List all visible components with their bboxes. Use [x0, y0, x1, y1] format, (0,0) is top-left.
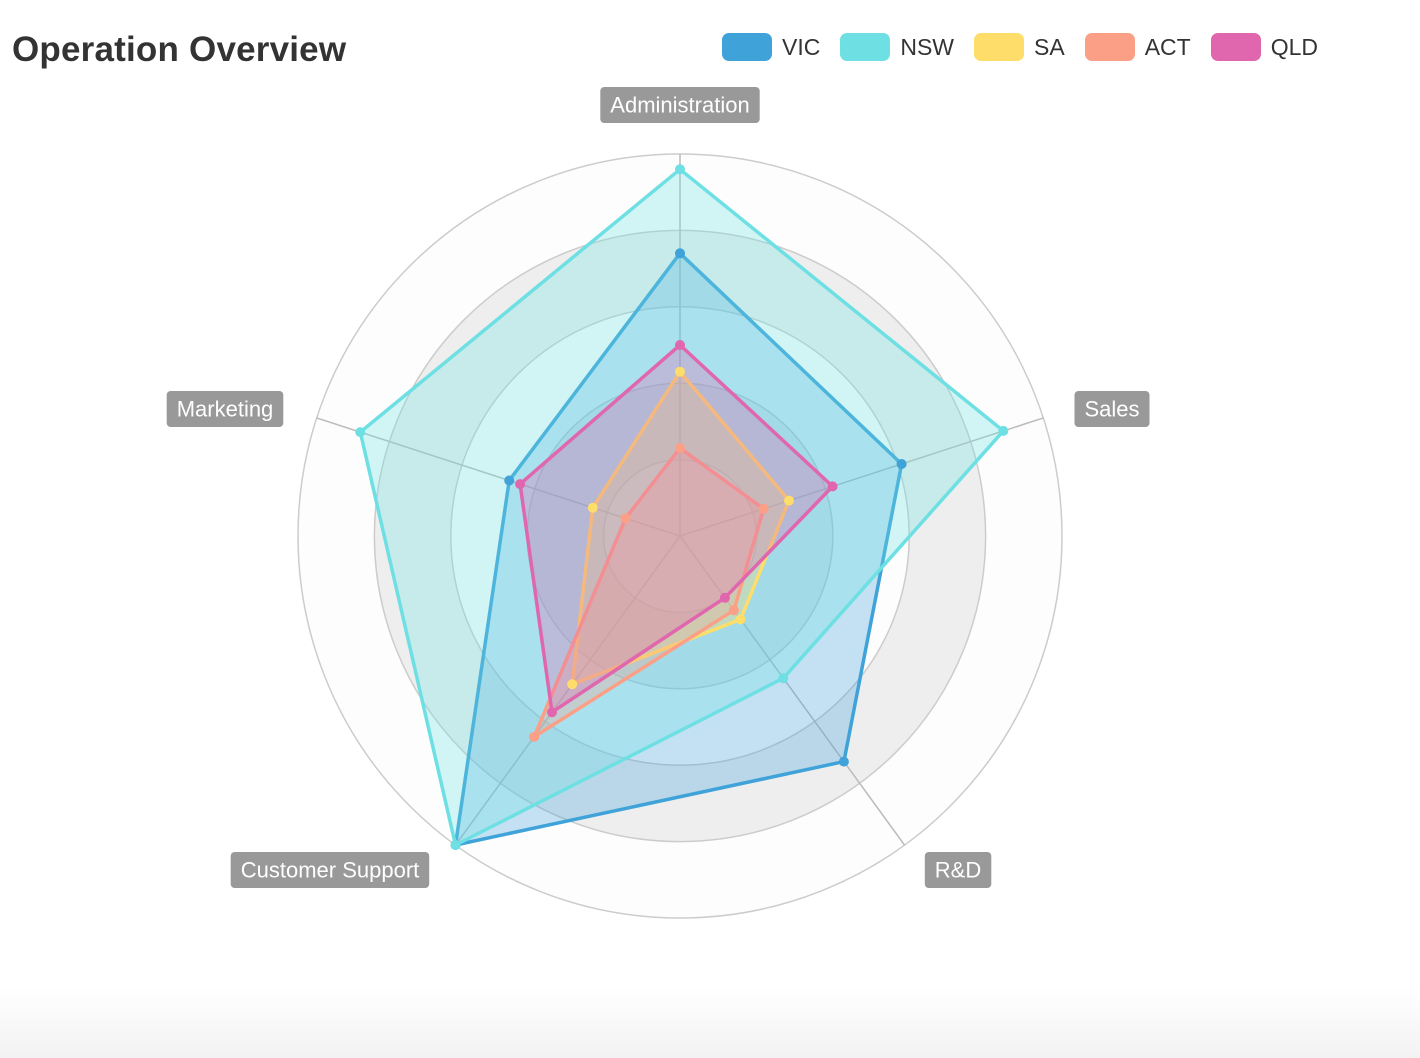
radar-axis-line [679, 535, 906, 846]
data-point-nsw [450, 840, 461, 850]
indicator-label-text: Sales [1084, 397, 1139, 422]
data-point-vic [838, 756, 849, 767]
legend: VIC NSW SA ACT QLD [722, 33, 1338, 61]
data-point-qld [515, 479, 526, 490]
data-point-nsw [355, 427, 366, 438]
indicator-label-text: Customer Support [241, 858, 420, 883]
legend-swatch-sa [974, 33, 1025, 61]
indicator-label-bg [230, 852, 430, 888]
series-area-act [532, 446, 766, 739]
data-point-act [728, 605, 739, 616]
data-point-sa [587, 502, 598, 513]
indicator-label-bg [600, 87, 760, 123]
radar-axis-line [679, 417, 1044, 537]
radar-axis-line [316, 417, 681, 537]
indicator-label-rd: R&D [924, 852, 992, 888]
indicator-label-text: R&D [935, 858, 981, 883]
data-point-vic [675, 248, 685, 259]
radar-axis-line [454, 535, 681, 846]
indicator-label-bg [166, 391, 284, 427]
series-area-vic [453, 251, 904, 847]
indicator-label-text: Marketing [177, 397, 274, 422]
data-point-sa [675, 366, 685, 377]
data-point-nsw [778, 673, 789, 684]
legend-item-sa[interactable]: SA [974, 33, 1065, 61]
indicator-label-bg [1074, 391, 1150, 427]
data-point-sa [784, 495, 794, 506]
data-point-act [675, 443, 685, 454]
legend-label-sa: SA [1034, 33, 1065, 60]
legend-swatch-nsw [840, 33, 891, 61]
data-point-nsw [675, 164, 685, 175]
data-point-act [620, 513, 631, 524]
indicator-label-administration: Administration [600, 87, 760, 123]
data-point-qld [827, 481, 838, 492]
data-point-sa [567, 679, 578, 690]
data-point-act [529, 731, 540, 742]
data-point-qld [675, 340, 685, 350]
legend-item-nsw[interactable]: NSW [840, 33, 954, 61]
data-point-nsw [998, 425, 1009, 436]
data-point-qld [719, 592, 730, 603]
legend-label-nsw: NSW [900, 33, 955, 60]
legend-label-vic: VIC [782, 33, 821, 60]
legend-swatch-vic [722, 33, 772, 61]
indicator-label-customer-support: Customer Support [230, 852, 430, 888]
legend-label-qld: QLD [1270, 33, 1318, 60]
data-point-qld [547, 707, 557, 718]
indicator-label-bg [924, 852, 992, 888]
data-point-vic [504, 475, 515, 486]
legend-swatch-qld [1210, 33, 1261, 61]
series-area-qld [518, 343, 835, 714]
data-point-act [758, 503, 769, 514]
legend-swatch-act [1084, 33, 1135, 61]
indicator-label-sales: Sales [1074, 391, 1150, 427]
series-area-nsw [358, 167, 1006, 847]
bottom-fade [0, 988, 1420, 1058]
legend-item-vic[interactable]: VIC [722, 33, 820, 61]
indicator-label-marketing: Marketing [166, 391, 284, 427]
indicator-label-text: Administration [610, 93, 749, 118]
legend-label-act: ACT [1144, 33, 1191, 60]
legend-item-act[interactable]: ACT [1084, 33, 1191, 61]
legend-item-qld[interactable]: QLD [1210, 33, 1318, 61]
data-point-vic [896, 459, 907, 469]
data-point-sa [735, 614, 746, 625]
chart-title: Operation Overview [12, 30, 347, 69]
